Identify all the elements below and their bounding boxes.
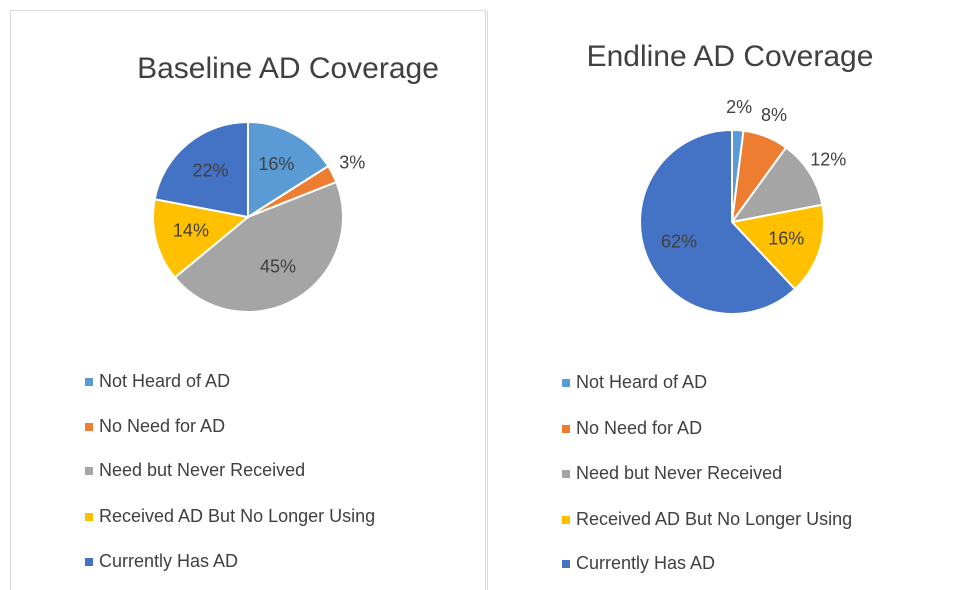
pie-slice	[153, 120, 249, 219]
pie-slice	[152, 198, 251, 279]
legend-swatch	[85, 423, 93, 431]
legend-label: No Need for AD	[99, 416, 225, 436]
legend-label: Currently Has AD	[99, 551, 238, 571]
legend-swatch	[85, 558, 93, 566]
data-label: 22%	[192, 160, 228, 180]
data-label: 8%	[761, 105, 787, 125]
legend-label: Received AD But No Longer Using	[99, 506, 375, 526]
legend-label: Received AD But No Longer Using	[576, 509, 852, 529]
legend-swatch	[562, 516, 570, 524]
legend-swatch	[562, 470, 570, 478]
data-label: 16%	[258, 154, 294, 174]
data-label: 2%	[726, 97, 752, 117]
pie-slice	[729, 146, 824, 224]
legend-swatch	[85, 513, 93, 521]
legend-swatch	[562, 425, 570, 433]
legend-label: Not Heard of AD	[576, 372, 707, 392]
data-label: 16%	[768, 228, 804, 248]
legend-label: Currently Has AD	[576, 553, 715, 573]
data-label: 62%	[661, 232, 697, 252]
legend-swatch	[85, 378, 93, 386]
chart-title: Endline AD Coverage	[587, 40, 874, 73]
data-label: 14%	[173, 220, 209, 240]
legend-swatch	[562, 560, 570, 568]
legend-label: Need but Never Received	[99, 460, 305, 480]
data-label: 3%	[339, 153, 365, 173]
legend-label: Need but Never Received	[576, 463, 782, 483]
panel-border	[10, 10, 486, 590]
chart-title: Baseline AD Coverage	[137, 52, 439, 85]
legend-swatch	[85, 467, 93, 475]
legend-swatch	[562, 379, 570, 387]
pie-slice	[247, 120, 330, 219]
data-label: 45%	[260, 256, 296, 276]
legend-label: Not Heard of AD	[99, 371, 230, 391]
pie-slice	[639, 128, 797, 315]
legend-label: No Need for AD	[576, 418, 702, 438]
pie-slice	[730, 203, 825, 291]
data-label: 12%	[810, 150, 846, 170]
pie-slice	[173, 180, 344, 313]
